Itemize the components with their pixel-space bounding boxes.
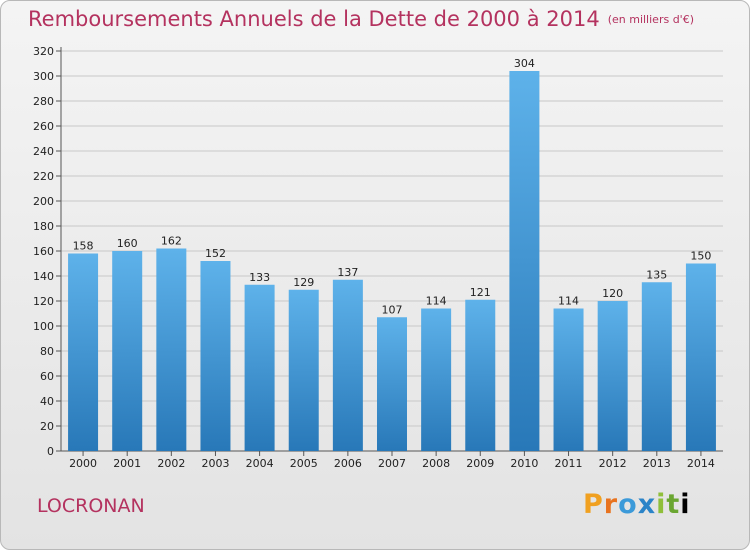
data-label: 129 [293, 276, 314, 289]
data-label: 120 [602, 287, 623, 300]
data-label: 152 [205, 247, 226, 260]
y-tick-label: 160 [33, 245, 54, 258]
bar [288, 289, 319, 451]
data-label: 107 [382, 303, 403, 316]
y-tick-label: 120 [33, 295, 54, 308]
y-tick-label: 200 [33, 195, 54, 208]
data-label: 121 [470, 286, 491, 299]
y-tick-label: 0 [47, 445, 54, 458]
logo-letter: o [618, 489, 638, 520]
y-tick-label: 80 [40, 345, 54, 358]
x-tick-label: 2012 [599, 457, 627, 470]
x-tick-label: 2011 [555, 457, 583, 470]
x-tick-label: 2005 [290, 457, 318, 470]
logo-letter: t [666, 489, 681, 520]
data-label: 162 [161, 235, 182, 248]
bar [597, 301, 628, 451]
bar [465, 299, 496, 451]
x-tick-label: 2008 [422, 457, 450, 470]
bar [332, 279, 363, 451]
bar [553, 308, 584, 451]
y-tick-label: 220 [33, 170, 54, 183]
data-label: 304 [514, 57, 535, 70]
bar [112, 251, 143, 451]
bar [685, 263, 716, 451]
x-tick-label: 2006 [334, 457, 362, 470]
data-label: 158 [73, 240, 94, 253]
bar [641, 282, 672, 451]
bar [156, 248, 187, 451]
chart-title: Remboursements Annuels de la Dette de 20… [28, 7, 694, 31]
x-tick-label: 2010 [510, 457, 538, 470]
data-label: 133 [249, 271, 270, 284]
bar [200, 261, 231, 451]
x-tick-label: 2007 [378, 457, 406, 470]
y-tick-label: 40 [40, 395, 54, 408]
y-tick-label: 180 [33, 220, 54, 233]
y-tick-label: 260 [33, 120, 54, 133]
logo-letter: P [583, 489, 604, 520]
chart-unit: (en milliers d'€) [607, 13, 694, 26]
logo-letter: x [637, 489, 657, 520]
y-tick-label: 280 [33, 95, 54, 108]
logo-letter: r [603, 489, 619, 520]
city-name: LOCRONAN [37, 495, 145, 517]
bar [509, 71, 540, 451]
x-tick-label: 2000 [69, 457, 97, 470]
logo-letter: i [680, 489, 691, 520]
bar [421, 308, 452, 451]
data-label: 135 [646, 268, 667, 281]
data-label: 114 [558, 295, 579, 308]
x-tick-label: 2009 [466, 457, 494, 470]
data-label: 150 [690, 250, 711, 263]
logo-letter: i [656, 489, 667, 520]
y-tick-label: 240 [33, 145, 54, 158]
y-tick-label: 60 [40, 370, 54, 383]
y-tick-label: 20 [40, 420, 54, 433]
chart-title-text: Remboursements Annuels de la Dette de 20… [28, 7, 600, 31]
bar [244, 284, 275, 451]
x-tick-label: 2003 [201, 457, 229, 470]
data-label: 137 [337, 266, 358, 279]
bar [68, 253, 99, 451]
x-tick-label: 2014 [687, 457, 715, 470]
y-tick-label: 300 [33, 70, 54, 83]
x-tick-label: 2013 [643, 457, 671, 470]
data-label: 114 [426, 295, 447, 308]
y-tick-label: 140 [33, 270, 54, 283]
y-tick-label: 100 [33, 320, 54, 333]
x-tick-label: 2001 [113, 457, 141, 470]
bar [377, 317, 407, 451]
y-tick-label: 320 [33, 45, 54, 58]
proxiti-logo: Proxiti [583, 489, 691, 520]
x-tick-label: 2002 [157, 457, 185, 470]
data-label: 160 [117, 237, 138, 250]
x-tick-label: 2004 [246, 457, 274, 470]
